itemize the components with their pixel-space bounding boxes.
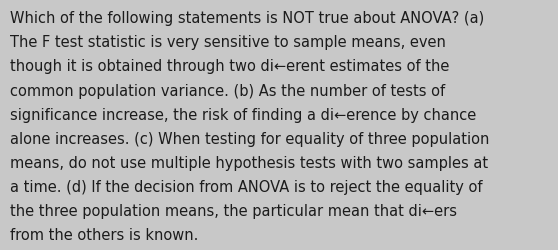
Text: from the others is known.: from the others is known.: [10, 227, 199, 242]
Text: alone increases. (c) When testing for equality of three population: alone increases. (c) When testing for eq…: [10, 131, 489, 146]
Text: significance increase, the risk of finding a di←erence by chance: significance increase, the risk of findi…: [10, 107, 477, 122]
Text: means, do not use multiple hypothesis tests with two samples at: means, do not use multiple hypothesis te…: [10, 155, 488, 170]
Text: though it is obtained through two di←erent estimates of the: though it is obtained through two di←ere…: [10, 59, 449, 74]
Text: a time. (d) If the decision from ANOVA is to reject the equality of: a time. (d) If the decision from ANOVA i…: [10, 179, 483, 194]
Text: The F test statistic is very sensitive to sample means, even: The F test statistic is very sensitive t…: [10, 35, 446, 50]
Text: common population variance. (b) As the number of tests of: common population variance. (b) As the n…: [10, 83, 445, 98]
Text: Which of the following statements is NOT true about ANOVA? (a): Which of the following statements is NOT…: [10, 11, 484, 26]
Text: the three population means, the particular mean that di←ers: the three population means, the particul…: [10, 203, 457, 218]
